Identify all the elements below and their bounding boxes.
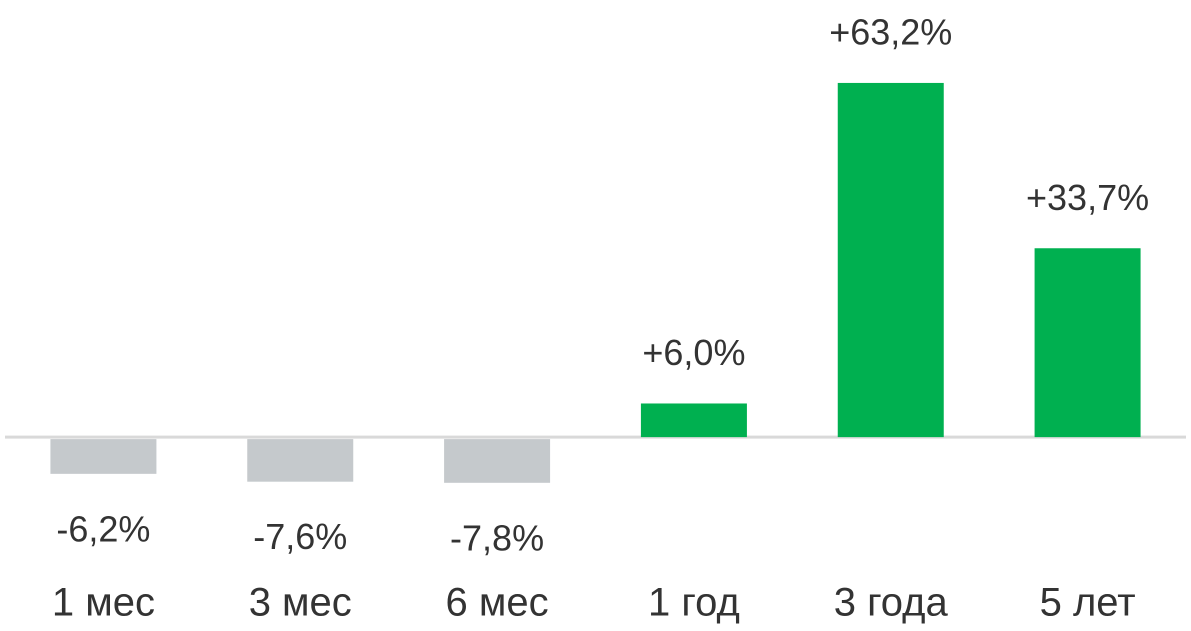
bar xyxy=(1034,248,1141,438)
x-tick-label: 3 года xyxy=(834,581,949,625)
bar xyxy=(50,439,157,474)
x-tick-label: 1 мес xyxy=(52,581,155,625)
value-label: +33,7% xyxy=(1026,177,1149,218)
value-label: -7,6% xyxy=(253,516,347,557)
value-label: +6,0% xyxy=(642,332,745,373)
value-label: -6,2% xyxy=(56,508,150,549)
x-tick-label: 3 мес xyxy=(249,581,352,625)
bar xyxy=(837,82,944,438)
value-label: +63,2% xyxy=(829,11,952,52)
x-tick-label: 5 лет xyxy=(1040,581,1136,625)
value-label: -7,8% xyxy=(450,517,544,558)
bar xyxy=(444,439,551,483)
bar xyxy=(247,439,354,482)
bar xyxy=(640,403,747,438)
x-tick-label: 1 год xyxy=(648,581,740,625)
x-tick-label: 6 мес xyxy=(446,581,549,625)
